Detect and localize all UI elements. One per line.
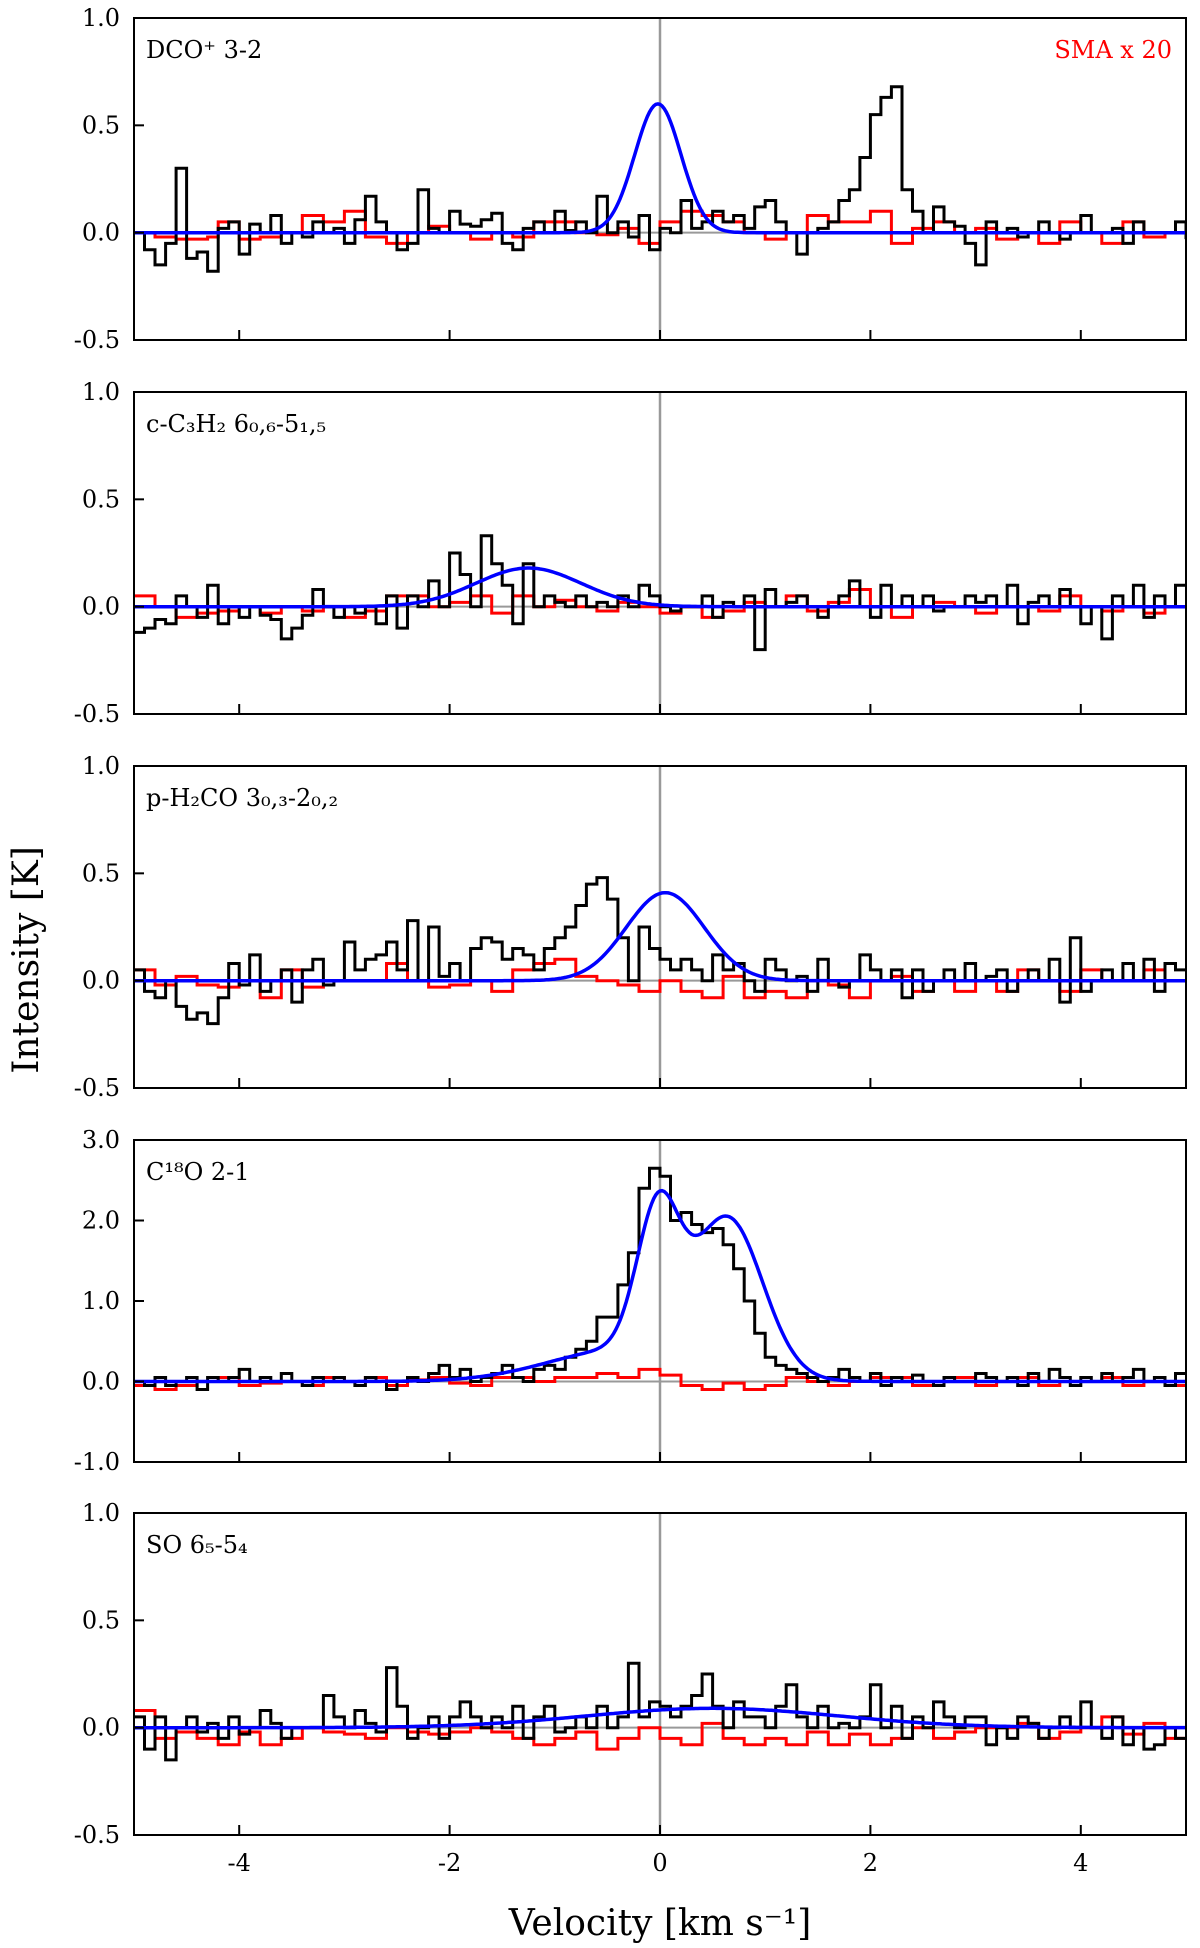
panel-label: SO 6₅-5₄ [146, 1531, 248, 1559]
panel-label: p-H₂CO 3₀,₃-2₀,₂ [146, 784, 338, 812]
y-tick-label: 0.0 [82, 219, 120, 247]
sma-spectrum [134, 957, 1186, 1000]
plot-area [134, 85, 1186, 273]
y-tick-label: 0.0 [82, 593, 120, 621]
x-tick-label: 4 [1073, 1849, 1088, 1877]
x-tick-label: 2 [863, 1849, 878, 1877]
y-tick-label: 2.0 [82, 1207, 120, 1235]
gaussian-fit [134, 890, 1186, 983]
y-tick-label: -0.5 [74, 700, 120, 728]
panel-label: DCO⁺ 3-2 [146, 36, 262, 64]
x-tick-label: -4 [228, 1849, 251, 1877]
gaussian-fit [134, 102, 1186, 235]
panel-label: C¹⁸O 2-1 [146, 1158, 250, 1186]
plot-area [134, 1166, 1186, 1391]
y-tick-label: 0.0 [82, 1368, 120, 1396]
gaussian-fit [134, 1188, 1186, 1384]
observed-spectrum [134, 876, 1186, 1026]
y-tick-label: -0.5 [74, 1821, 120, 1849]
panel-3: -0.5 0.0 0.5 1.0 p-H₂CO 3₀,₃-2₀,₂ [74, 752, 1187, 1102]
y-tick-label: 0.5 [82, 1606, 120, 1634]
y-tick-label: 1.0 [82, 4, 120, 32]
panel-1: -0.5 0.0 0.5 1.0 DCO⁺ 3-2 SMA x 20 [74, 4, 1187, 354]
y-tick-label: 0.0 [82, 967, 120, 995]
y-tick-label: 0.5 [82, 485, 120, 513]
plot-area [134, 876, 1186, 1026]
panel-5: -0.5 0.0 0.5 1.0 -4 -2 0 2 4 SO 6₅-5₄ [74, 1499, 1187, 1877]
y-tick-label: -1.0 [74, 1448, 120, 1476]
y-tick-label: 1.0 [82, 1287, 120, 1315]
y-axis-title: Intensity [K] [6, 846, 47, 1074]
panel-label: c-C₃H₂ 6₀,₆-5₁,₅ [146, 410, 326, 438]
plot-area [134, 1661, 1186, 1762]
observed-spectrum [134, 1166, 1186, 1391]
x-tick-label: 0 [652, 1849, 667, 1877]
y-tick-label: 1.0 [82, 752, 120, 780]
legend-sma-label: SMA x 20 [1054, 36, 1172, 64]
observed-spectrum [134, 534, 1186, 652]
y-tick-label: -0.5 [74, 1074, 120, 1102]
gaussian-fit [134, 566, 1186, 609]
observed-spectrum [134, 85, 1186, 273]
y-tick-label: 0.5 [82, 859, 120, 887]
x-tick-label: -2 [438, 1849, 461, 1877]
x-axis-title: Velocity [km s⁻¹] [508, 1903, 812, 1944]
panel-4: -1.0 0.0 1.0 2.0 3.0 C¹⁸O 2-1 [74, 1126, 1187, 1476]
gaussian-fit [134, 1706, 1186, 1730]
y-tick-label: 1.0 [82, 378, 120, 406]
y-tick-label: -0.5 [74, 326, 120, 354]
y-tick-label: 1.0 [82, 1499, 120, 1527]
y-tick-label: 0.5 [82, 111, 120, 139]
panel-2: -0.5 0.0 0.5 1.0 c-C₃H₂ 6₀,₆-5₁,₅ [74, 378, 1187, 728]
y-tick-label: 0.0 [82, 1714, 120, 1742]
plot-area [134, 534, 1186, 652]
y-tick-label: 3.0 [82, 1126, 120, 1154]
